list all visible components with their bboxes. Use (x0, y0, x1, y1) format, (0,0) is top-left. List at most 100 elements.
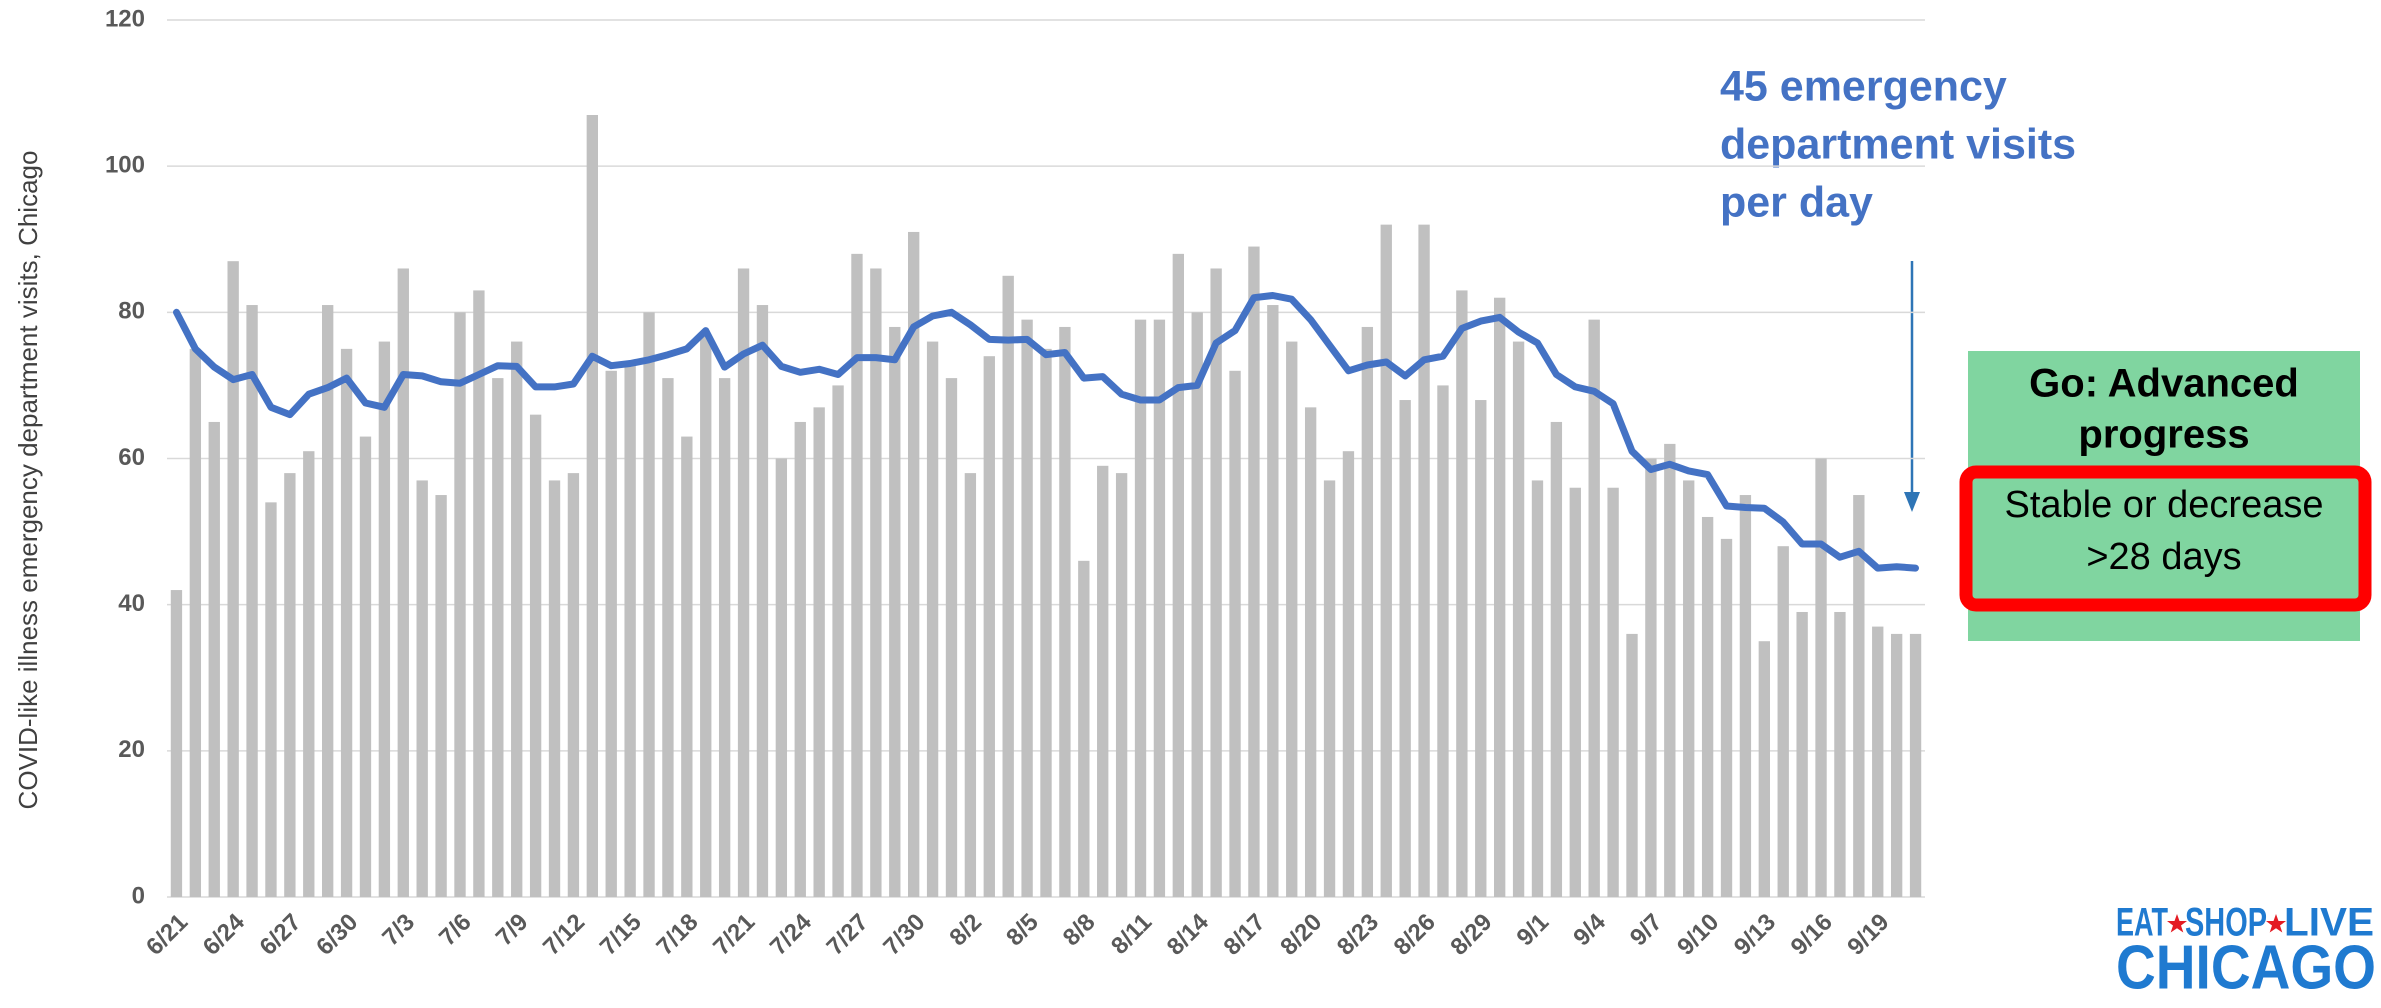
bar (624, 363, 636, 897)
bar (1040, 348, 1052, 897)
y-tick-label: 100 (105, 152, 145, 179)
bar (1361, 326, 1374, 897)
bar (1286, 341, 1298, 898)
logo-word: LIVE (2284, 901, 2374, 945)
bar (718, 378, 731, 897)
x-tick-label: 7/18 (651, 909, 703, 961)
logo-word: EAT (2116, 901, 2168, 945)
bar (1720, 538, 1733, 897)
bar (1267, 305, 1279, 897)
bar (435, 495, 447, 897)
x-tick-label: 9/19 (1842, 909, 1894, 961)
bar (643, 312, 655, 897)
bar (832, 385, 844, 897)
bar (1134, 319, 1147, 897)
x-tick-label: 8/8 (1058, 909, 1101, 952)
bar (1437, 385, 1449, 897)
bar (1512, 341, 1525, 898)
bar (1909, 633, 1922, 897)
bar (1531, 480, 1544, 897)
bar (1890, 633, 1903, 897)
x-tick-label: 9/13 (1729, 909, 1781, 961)
x-tick-label: 8/5 (1001, 909, 1044, 952)
bar (397, 268, 409, 897)
box-text: Stable or decrease (2005, 484, 2324, 526)
bar (1097, 465, 1109, 897)
bar (983, 356, 995, 897)
bar (1399, 400, 1411, 897)
bar (189, 348, 202, 897)
y-tick-label: 40 (118, 590, 145, 617)
x-tick-label: 6/27 (254, 909, 306, 961)
x-tick-label: 7/30 (878, 909, 930, 961)
bar (756, 305, 769, 897)
bar (1796, 611, 1808, 897)
line (173, 292, 1919, 572)
bar (1153, 319, 1166, 897)
bar (322, 305, 334, 897)
bar (511, 341, 523, 898)
x-tick-label: 7/15 (595, 909, 647, 961)
bar (1078, 560, 1090, 897)
bar (548, 480, 561, 897)
x-tick-label: 7/6 (434, 909, 477, 952)
bar (586, 115, 598, 898)
bar (1626, 633, 1638, 897)
bar (1418, 224, 1430, 898)
bar (1229, 370, 1241, 897)
bar (359, 436, 372, 897)
logo-star (2167, 914, 2187, 933)
x-tick-label: 9/7 (1625, 909, 1668, 952)
bar (529, 414, 542, 897)
bar (208, 421, 220, 897)
bar (945, 378, 958, 897)
bar (605, 370, 617, 897)
bar (1248, 246, 1260, 897)
y-tick-label: 20 (118, 736, 145, 763)
bar (700, 334, 712, 898)
bar (1739, 495, 1752, 897)
arrow-head (1904, 492, 1920, 512)
bar (1494, 297, 1506, 897)
bar (926, 341, 939, 898)
bar (737, 268, 750, 897)
bar (1210, 268, 1222, 897)
bar (1872, 626, 1884, 897)
bar (284, 473, 296, 897)
x-tick-label: 9/10 (1672, 909, 1724, 961)
bar (378, 341, 391, 898)
bar (227, 261, 239, 897)
x-tick-label: 8/14 (1162, 908, 1215, 961)
logo-word: SHOP (2185, 901, 2267, 945)
x-tick-label: 8/17 (1219, 909, 1271, 961)
logo-star (2266, 914, 2286, 933)
status-box (1968, 351, 2360, 641)
bar (870, 268, 882, 897)
box-title: progress (2078, 413, 2249, 457)
annotation: 45 emergency (1720, 62, 2007, 110)
bar (1853, 495, 1865, 897)
bar (1645, 458, 1657, 897)
bar (1115, 473, 1128, 897)
y-axis-title: COVID-like illness emergency department … (13, 151, 43, 810)
y-tick-label: 120 (105, 5, 145, 32)
bar (303, 451, 315, 897)
plot: 0 20 40 60 80 100 120 6/21 6/24 6/27 6/30 7/3 7/6 7/9… (105, 5, 1925, 961)
x-tick-label: 7/9 (491, 909, 534, 952)
bar (1021, 319, 1033, 897)
y-tick-label: 80 (118, 298, 145, 325)
x-tick-label: 7/3 (377, 909, 420, 952)
bar (908, 231, 920, 898)
bar (170, 590, 183, 897)
bar (1815, 458, 1827, 897)
x-tick-label: 9/4 (1568, 908, 1611, 951)
bar (1191, 312, 1203, 897)
bar (662, 378, 674, 897)
bar (265, 502, 277, 897)
bar (246, 305, 258, 897)
bar (416, 480, 428, 897)
bar (1777, 546, 1789, 897)
status-border (1959, 465, 2372, 612)
x-tick-label: 6/24 (198, 908, 251, 961)
bar (1607, 487, 1619, 897)
